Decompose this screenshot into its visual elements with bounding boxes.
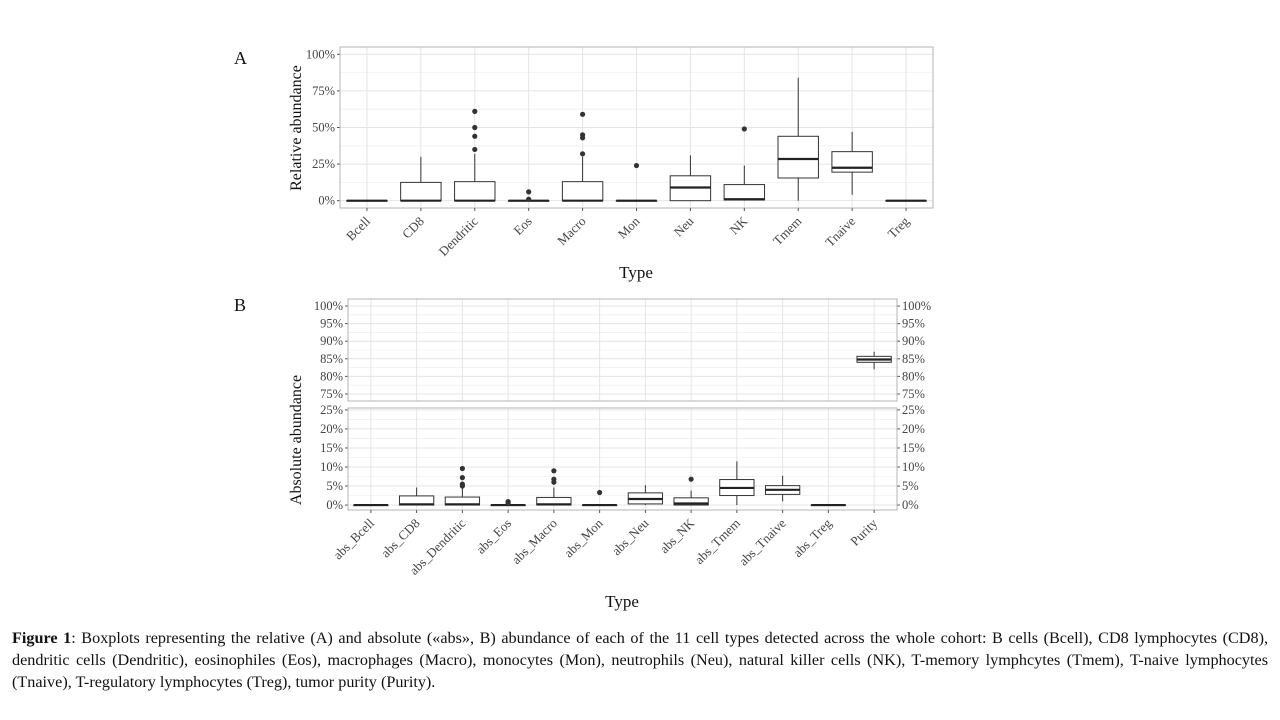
box-outlier — [472, 124, 478, 131]
box-outlier — [688, 476, 694, 482]
panel-b-upper-ytick-label: 100% — [314, 299, 343, 313]
panel-a-ylabel: Relative abundance — [288, 65, 305, 191]
panel-b-lower-ytick-label-right: 10% — [902, 460, 925, 474]
figure-caption: Figure 1: Boxplots representing the rela… — [12, 627, 1268, 693]
panel-b-xtick-label: abs_CD8 — [378, 516, 423, 561]
panel-b-lower-ytick-label: 10% — [320, 460, 343, 474]
panel-b-lower-ytick-label-right: 15% — [902, 441, 925, 455]
panel-b-xtick-label: abs_Macro — [509, 516, 560, 567]
panel-a-xtick-label: Tnaive — [822, 213, 858, 249]
panel-b-lower-ytick-label: 25% — [320, 403, 343, 417]
panel-b-xtick-label: abs_Eos — [473, 516, 514, 557]
panel-a-xtick-label: Mon — [615, 213, 643, 241]
box-outlier — [472, 146, 478, 153]
panel-a-ytick-label: 100% — [306, 47, 335, 61]
panel-a-ytick-label: 75% — [312, 84, 335, 98]
panel-a-xtick-label: Treg — [885, 213, 913, 241]
box-outlier — [633, 162, 640, 169]
panel-a-xtick-label: CD8 — [399, 214, 427, 242]
panel-a-xtick-label: NK — [727, 213, 751, 237]
box-outlier — [472, 108, 478, 114]
panel-a-xtick-label: Tmem — [770, 214, 805, 249]
panel-b-lower-ytick-label: 5% — [326, 479, 343, 493]
panel-b-lower-ytick-label-right: 25% — [902, 403, 925, 417]
panel-b-label: B — [234, 295, 246, 315]
panel-b-xtick-label: abs_NK — [657, 515, 698, 556]
box-body — [723, 184, 766, 201]
panel-b-lower-ytick-label-right: 0% — [902, 498, 919, 512]
box-outlier — [579, 151, 586, 157]
box-body — [831, 151, 873, 173]
panel-b-lower-ytick-label: 0% — [326, 498, 343, 512]
panel-b-xlabel: Type — [605, 592, 639, 611]
panel-b-upper-ytick-label-right: 75% — [902, 387, 925, 401]
panel-a-xtick-label: Eos — [510, 214, 534, 238]
box-outlier — [459, 481, 465, 487]
panel-b-ylabel: Absolute abundance — [288, 375, 305, 505]
box-body — [777, 135, 819, 179]
panel-b-xtick-label: Purity — [847, 515, 880, 548]
box-outlier — [505, 499, 511, 505]
panel-b-xtick-label: abs_Bcell — [330, 515, 377, 562]
box-outlier — [579, 132, 586, 138]
box-outlier — [526, 189, 532, 195]
panel-b-upper-ytick-label: 85% — [320, 352, 343, 366]
panel-b-xtick-label: abs_Tmem — [692, 516, 743, 567]
panel-b-lower-ytick-label-right: 20% — [902, 422, 925, 436]
box-body — [454, 181, 496, 202]
panel-b-xtick-label: abs_Neu — [609, 515, 652, 558]
box-outlier — [459, 465, 465, 472]
panel-b-upper-ytick-label-right: 100% — [902, 299, 931, 313]
box-body — [561, 181, 604, 202]
panel-a-ytick-label: 25% — [312, 157, 335, 171]
panel-a-xtick-label: Macro — [554, 214, 589, 249]
panel-b-lower-border — [347, 407, 898, 511]
panel-a-chart: 0% 25% 50% 75% 100% Bcell CD8 Dendritic Eos Macro… — [306, 46, 934, 259]
box-outlier — [551, 468, 557, 474]
panel-b-chart: 75% 75% 80% 80% 85% 85% 90% 90% 95% 95% 100% 100% 0%… — [314, 298, 931, 578]
panel-b-lower-background — [348, 408, 897, 510]
panel-b-lower-ytick-label: 15% — [320, 441, 343, 455]
panel-b-upper-ytick-label-right: 90% — [902, 334, 925, 348]
panel-b-xtick-label: abs_Treg — [790, 515, 835, 560]
panel-a-ytick-label: 0% — [318, 194, 335, 208]
panel-b-xtick-label: abs_Tnaive — [736, 515, 789, 568]
panel-b-upper-ytick-label: 90% — [320, 334, 343, 348]
panel-b-upper-ytick-label: 75% — [320, 387, 343, 401]
panel-b-upper-border — [347, 298, 898, 402]
panel-b-xtick-label: abs_Mon — [561, 515, 606, 560]
panel-a-label: A — [234, 48, 247, 68]
panel-a-ytick-label: 50% — [312, 121, 335, 135]
caption-lead: Figure 1 — [12, 629, 72, 647]
caption-text: : Boxplots representing the relative (A)… — [12, 629, 1269, 691]
panel-b-upper-ytick-label-right: 80% — [902, 369, 925, 383]
panel-b-lower-ytick-label-right: 5% — [902, 479, 919, 493]
panel-b-upper-ytick-label-right: 95% — [902, 317, 925, 331]
box-outlier — [741, 126, 747, 132]
panel-a-xtick-label: Bcell — [343, 213, 373, 243]
box-outlier — [551, 476, 557, 482]
box-outlier — [579, 111, 586, 117]
panel-b-upper-ytick-label: 80% — [320, 369, 343, 383]
panel-a-xtick-label: Dendritic — [436, 213, 481, 258]
panel-b-lower-ytick-label: 20% — [320, 422, 343, 436]
panel-a-xlabel: Type — [619, 263, 653, 282]
panel-a-xtick-label: Neu — [671, 213, 697, 239]
panel-b-upper-ytick-label: 95% — [320, 317, 343, 331]
panel-b-upper-ytick-label-right: 85% — [902, 352, 925, 366]
box-outlier — [597, 489, 603, 496]
box-body — [673, 497, 709, 506]
box-outlier — [459, 475, 465, 481]
box-outlier — [526, 196, 532, 202]
box-outlier — [472, 133, 478, 139]
box-body — [400, 181, 442, 202]
